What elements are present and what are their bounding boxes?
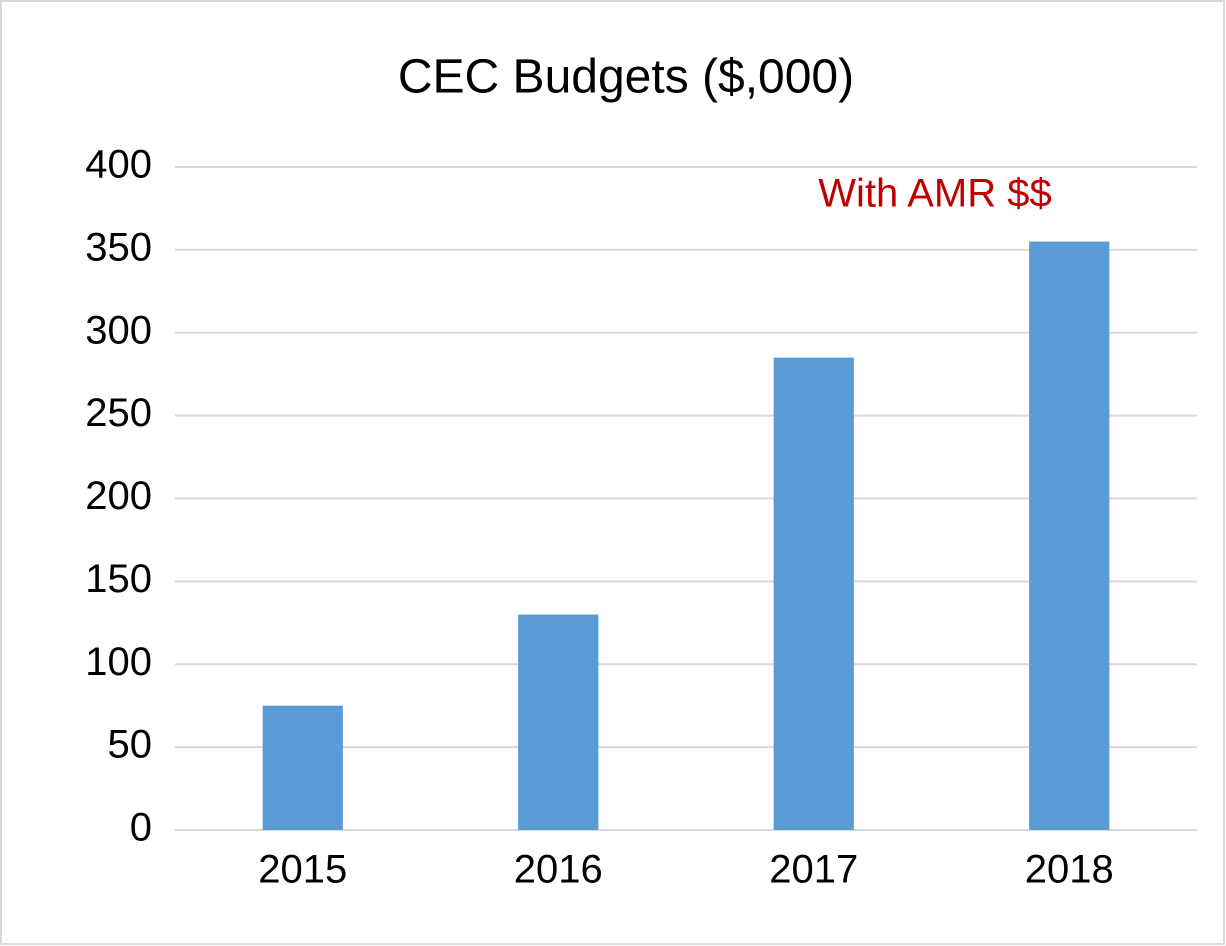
y-tick-label: 300	[85, 308, 152, 352]
bar	[262, 705, 343, 830]
chart-title: CEC Budgets ($,000)	[398, 51, 854, 104]
y-tick-label: 200	[85, 474, 152, 518]
x-tick-label: 2015	[258, 848, 347, 892]
y-tick-label: 250	[85, 391, 152, 435]
y-tick-label: 0	[130, 806, 152, 850]
bar	[773, 357, 854, 830]
bar	[1029, 241, 1110, 830]
x-tick-label: 2016	[514, 848, 603, 892]
bar	[518, 614, 599, 830]
annotation: With AMR $$	[818, 172, 1051, 216]
x-tick-label: 2018	[1025, 848, 1114, 892]
y-tick-label: 350	[85, 225, 152, 269]
y-tick-label: 100	[85, 640, 152, 684]
y-tick-label: 150	[85, 557, 152, 601]
y-tick-label: 50	[108, 723, 153, 767]
y-tick-label: 400	[85, 143, 152, 187]
x-tick-label: 2017	[769, 848, 858, 892]
